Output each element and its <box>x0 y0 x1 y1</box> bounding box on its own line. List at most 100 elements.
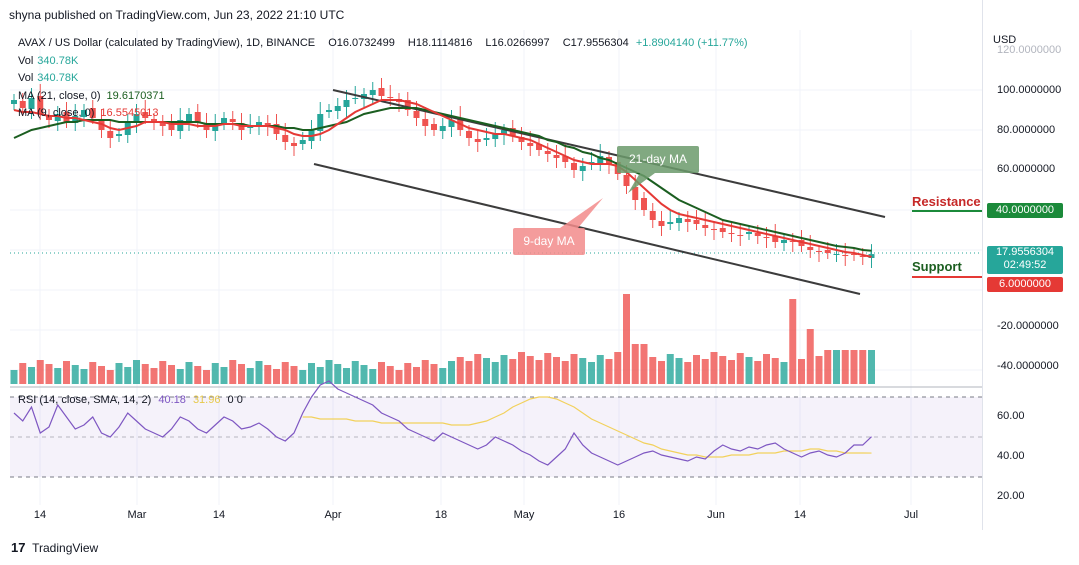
volume-bar <box>378 362 385 384</box>
y-tick-60: 60.0000000 <box>997 163 1056 175</box>
volume-bar <box>684 362 692 384</box>
volume-bar <box>229 360 237 384</box>
volume-bar <box>386 366 394 384</box>
candle-body <box>352 98 359 99</box>
volume-bar <box>658 361 665 384</box>
candle-body <box>772 236 779 242</box>
candle-body <box>851 254 857 255</box>
volume-bar <box>89 362 97 384</box>
candle-body <box>81 110 87 117</box>
volume-bar <box>299 370 307 384</box>
candle-body <box>597 156 604 163</box>
ma9-callout: 9-day MA <box>513 198 603 255</box>
rsi-line <box>13 380 872 466</box>
ma9-line <box>13 99 872 258</box>
volume-bar <box>19 363 27 384</box>
volume-bar <box>430 364 438 384</box>
candle-body <box>299 140 306 144</box>
volume-bar <box>544 353 552 384</box>
candle-body <box>763 237 770 238</box>
candle-body <box>212 126 219 131</box>
x-tick-1: Mar <box>127 509 147 521</box>
candle-body <box>264 123 271 126</box>
candle-body <box>649 211 656 220</box>
volume-bar <box>824 350 832 384</box>
volume-bar <box>343 368 350 384</box>
volume-bar <box>264 365 272 384</box>
candle-body <box>343 100 350 107</box>
price-axis[interactable]: 120.0000000 100.0000000 80.0000000 60.00… <box>982 0 1079 530</box>
volume-bar <box>115 363 123 384</box>
candle-body <box>369 90 376 95</box>
candle-body <box>291 143 297 146</box>
candle-body <box>317 114 324 131</box>
symbol-label[interactable]: AVAX / US Dollar (calculated by TradingV… <box>18 37 316 49</box>
candle-body <box>37 96 44 114</box>
volume-bar <box>640 344 648 384</box>
volume-bar <box>106 370 114 384</box>
chart-grid <box>10 30 982 505</box>
volume-bar <box>509 359 517 384</box>
volume-bar <box>45 364 53 384</box>
volume-bar <box>728 360 735 384</box>
rsi-sma-line <box>302 396 872 458</box>
volume-bar <box>553 357 560 384</box>
candle-body <box>711 229 717 230</box>
volume-bar <box>491 362 499 384</box>
candle-body <box>737 235 744 236</box>
volume-bar <box>649 357 657 384</box>
volume-bar <box>780 362 788 384</box>
candle-body <box>842 255 849 256</box>
y-tick-120: 120.0000000 <box>997 44 1062 56</box>
vol1-label: Vol <box>18 54 34 67</box>
channel-upper-line <box>332 89 886 218</box>
volume-bar <box>325 360 333 384</box>
rsi-tick-20: 20.00 <box>997 490 1025 502</box>
candle-body <box>89 108 96 118</box>
volume-bar <box>421 360 429 384</box>
y-tick-80: 80.0000000 <box>997 124 1056 136</box>
volume-bar <box>500 355 508 384</box>
ma9-callout-label: 9-day MA <box>523 234 574 248</box>
volume-bar <box>771 358 779 384</box>
candle-body <box>11 100 17 104</box>
candle-body <box>702 225 709 228</box>
candle-body <box>229 119 236 122</box>
ohlc-open: O16.0732499 <box>328 37 395 49</box>
candle-body <box>19 101 26 108</box>
candle-body <box>282 135 289 142</box>
candle-body <box>439 126 446 131</box>
publisher-header: shyna published on TradingView.com, Jun … <box>9 8 345 22</box>
volume-bar <box>176 369 184 384</box>
candle-body <box>501 130 507 135</box>
candle-body <box>422 119 429 126</box>
candle-body <box>177 120 184 131</box>
candle-body <box>116 134 122 136</box>
support-label: Support <box>912 259 962 274</box>
tradingview-footer[interactable]: 17 TradingView <box>11 540 98 555</box>
volume-bar <box>71 365 79 384</box>
volume-bar <box>238 364 245 384</box>
volume-bar <box>614 352 622 384</box>
x-tick-2: 14 <box>212 509 226 521</box>
candle-body <box>107 131 114 138</box>
volume-bar <box>439 368 447 384</box>
volume-bar <box>710 352 718 384</box>
candle-body <box>544 151 551 154</box>
candle-body <box>378 88 385 96</box>
rsi-label[interactable]: RSI (14, close, SMA, 14, 2) <box>18 394 152 406</box>
x-tick-8: 14 <box>793 509 807 521</box>
volume-bar <box>850 350 858 384</box>
candle-body <box>536 144 542 150</box>
x-tick-9: Jul <box>903 509 919 521</box>
current-price-value: 17.9556304 <box>995 246 1055 258</box>
volume-bar <box>159 361 167 384</box>
rsi-legend: RSI (14, close, SMA, 14, 2) 40.18 31.96 … <box>18 394 243 406</box>
candle-body <box>221 118 227 124</box>
volume-bar <box>693 355 700 384</box>
candle-body <box>168 124 175 130</box>
candle-body <box>413 111 420 118</box>
candle-body <box>46 115 52 120</box>
volume-bar <box>833 350 840 384</box>
